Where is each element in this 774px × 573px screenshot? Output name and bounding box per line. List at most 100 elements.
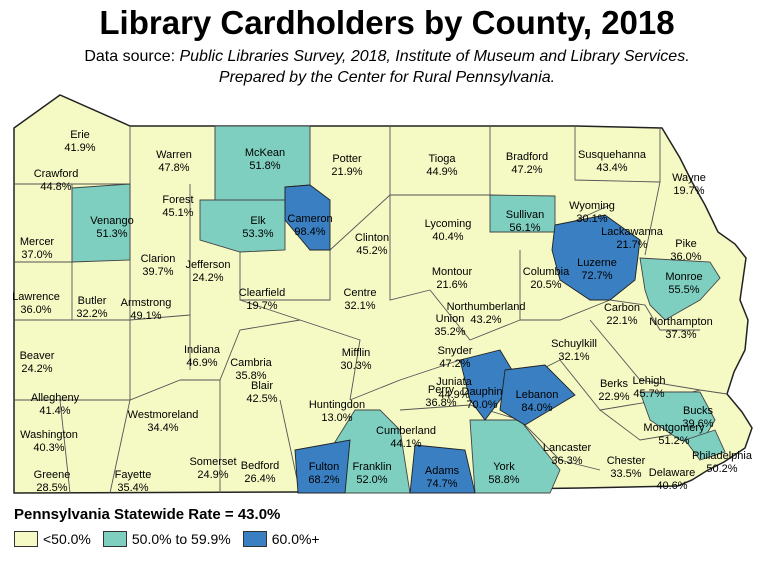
county-name-label: Juniata: [436, 376, 472, 388]
county-value-label: 53.3%: [242, 228, 273, 240]
county-value-label: 36.0%: [20, 304, 51, 316]
county-value-label: 26.4%: [244, 473, 275, 485]
county-value-label: 84.0%: [521, 402, 552, 414]
legend-label: <50.0%: [43, 531, 91, 547]
county-shape: [684, 429, 726, 461]
county-value-label: 44.8%: [40, 181, 71, 193]
county-name-label: Lancaster: [543, 442, 592, 454]
county-value-label: 51.3%: [96, 228, 127, 240]
county-value-label: 30.3%: [340, 360, 371, 372]
county-value-label: 20.5%: [530, 279, 561, 291]
statewide-rate: Pennsylvania Statewide Rate = 43.0%: [14, 506, 281, 523]
county-name-label: Montour: [432, 266, 473, 278]
prepared-by-line: Prepared by the Center for Rural Pennsyl…: [218, 69, 556, 86]
county-value-label: 46.9%: [186, 357, 217, 369]
county-name-label: Chester: [607, 455, 646, 467]
county-value-label: 35.2%: [434, 326, 465, 338]
county-name-label: Beaver: [20, 350, 55, 362]
county-name-label: Clinton: [355, 232, 389, 244]
county-shape: [459, 349, 516, 421]
county-value-label: 39.6%: [682, 418, 713, 430]
county-name-label: Cambria: [230, 357, 272, 369]
county-name-label: Mifflin: [342, 347, 371, 359]
legend-label: 60.0%+: [271, 531, 320, 547]
county-name-label: Allegheny: [31, 392, 80, 404]
county-name-label: Union: [436, 313, 465, 325]
county-value-label: 44.9%: [426, 166, 457, 178]
county-value-label: 51.8%: [249, 160, 280, 172]
county-value-label: 35.4%: [117, 482, 148, 494]
county-value-label: 44.1%: [390, 438, 421, 450]
county-name-label: Northampton: [649, 316, 713, 328]
county-value-label: 39.7%: [142, 266, 173, 278]
county-value-label: 47.2%: [439, 358, 470, 370]
county-name-label: Armstrong: [121, 297, 172, 309]
county-name-label: Delaware: [649, 467, 695, 479]
county-name-label: Bedford: [241, 460, 280, 472]
county-name-label: Venango: [90, 215, 133, 227]
county-value-label: 41.9%: [64, 142, 95, 154]
county-value-label: 24.2%: [192, 272, 223, 284]
county-name-label: York: [493, 461, 515, 473]
county-value-label: 21.9%: [331, 166, 362, 178]
legend-label: 50.0% to 59.9%: [131, 531, 231, 547]
county-name-label: Montgomery: [643, 422, 705, 434]
county-name-label: Mercer: [20, 236, 55, 248]
legend-item-high: 60.0%+: [242, 531, 320, 547]
county-name-label: Fayette: [115, 469, 152, 481]
county-name-label: Butler: [78, 295, 107, 307]
legend-item-mid: 50.0% to 59.9%: [102, 531, 231, 547]
county-name-label: Clarion: [141, 253, 176, 265]
county-value-label: 21.6%: [436, 279, 467, 291]
county-value-label: 30.1%: [576, 213, 607, 225]
county-name-label: Cameron: [287, 213, 332, 225]
county-value-label: 55.5%: [668, 284, 699, 296]
county-name-label: Snyder: [438, 345, 473, 357]
county-value-label: 70.0%: [466, 399, 497, 411]
county-value-label: 36.8%: [425, 397, 456, 409]
county-name-label: Lackawanna: [601, 226, 664, 238]
county-value-label: 40.4%: [432, 231, 463, 243]
county-name-label: Wayne: [672, 172, 706, 184]
county-name-label: Blair: [251, 380, 273, 392]
county-name-label: Westmoreland: [128, 409, 199, 421]
county-shape: [639, 257, 721, 321]
county-labels: Erie41.9%Warren47.8%McKean51.8%Potter21.…: [12, 129, 753, 494]
counties-50-to-59: [71, 125, 726, 494]
county-shape: [409, 444, 476, 494]
county-shape: [551, 214, 641, 301]
county-name-label: Warren: [156, 149, 192, 161]
county-value-label: 24.2%: [21, 363, 52, 375]
county-name-label: Monroe: [665, 271, 702, 283]
county-name-label: Perry: [428, 384, 455, 396]
county-name-label: Somerset: [189, 456, 236, 468]
county-value-label: 32.1%: [344, 300, 375, 312]
county-value-label: 28.5%: [36, 482, 67, 494]
county-value-label: 40.6%: [656, 480, 687, 492]
county-name-label: Carbon: [604, 302, 640, 314]
legend-swatch: [102, 531, 127, 547]
county-name-label: Cumberland: [376, 425, 436, 437]
county-name-label: Northumberland: [447, 301, 526, 313]
counties-60-plus: [284, 184, 641, 494]
county-shape: [469, 419, 561, 494]
county-name-label: Adams: [425, 465, 460, 477]
county-name-label: Berks: [600, 378, 629, 390]
county-value-label: 37.0%: [21, 249, 52, 261]
county-value-label: 52.0%: [356, 474, 387, 486]
county-value-label: 40.3%: [33, 442, 64, 454]
county-name-label: Lawrence: [12, 291, 60, 303]
county-name-label: Lehigh: [632, 375, 665, 387]
county-value-label: 19.7%: [673, 185, 704, 197]
county-name-label: Huntingdon: [309, 399, 365, 411]
county-value-label: 45.2%: [356, 245, 387, 257]
county-value-label: 13.0%: [321, 412, 352, 424]
county-name-label: Crawford: [34, 168, 79, 180]
county-name-label: Tioga: [428, 153, 456, 165]
county-value-label: 21.7%: [616, 239, 647, 251]
county-value-label: 68.2%: [308, 474, 339, 486]
county-name-label: Bucks: [683, 405, 713, 417]
county-name-label: McKean: [245, 147, 285, 159]
county-value-label: 33.5%: [610, 468, 641, 480]
